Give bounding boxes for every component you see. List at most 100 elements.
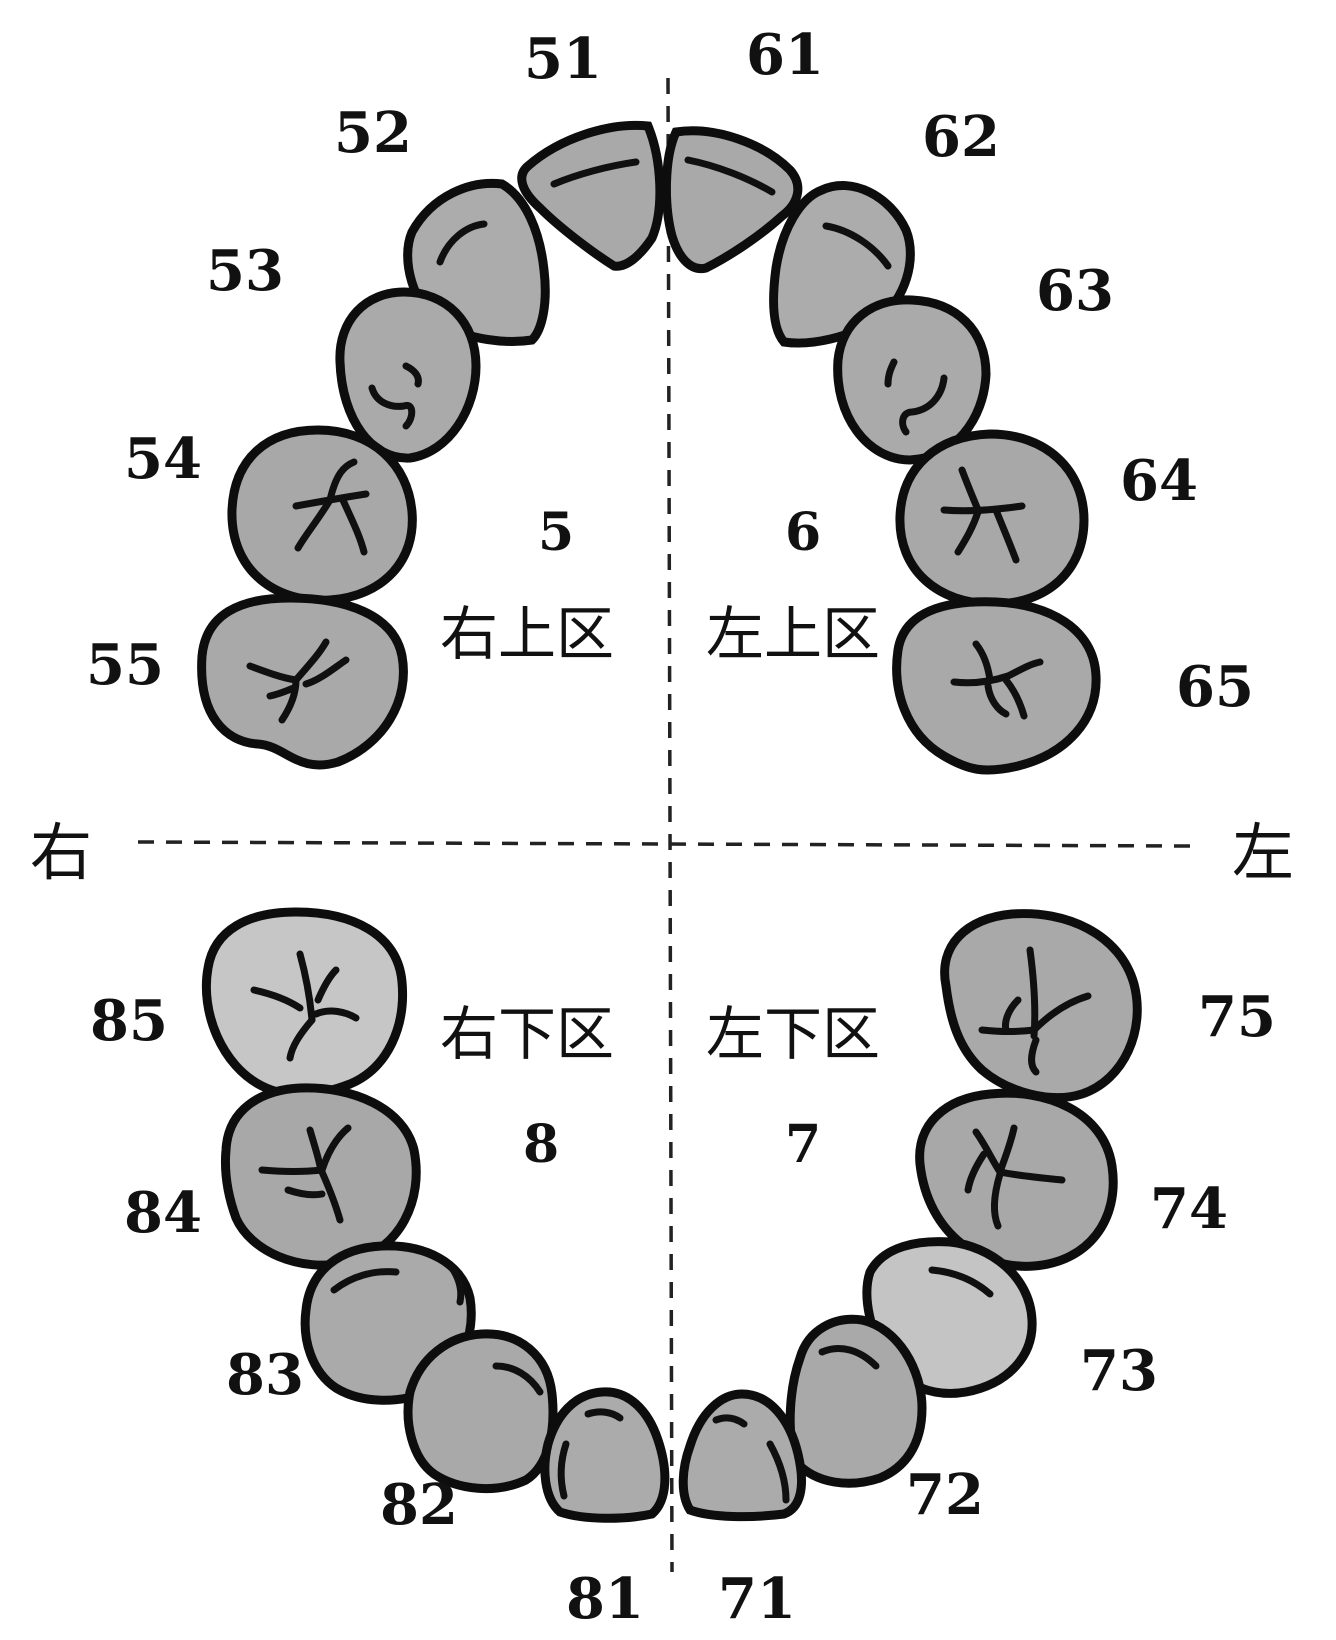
tooth-63-crown: [833, 295, 991, 465]
tooth-74-fissure-c: [996, 1168, 1066, 1184]
quadrant-label-upper-left: 左上区: [706, 600, 880, 668]
tooth-51: [517, 120, 665, 271]
tooth-63-cusp-tip: [884, 358, 898, 388]
tooth-number-71: 71: [718, 1566, 796, 1632]
tooth-55-fissure-b: [292, 638, 330, 684]
tooth-64-fissure-c: [954, 508, 982, 556]
tooth-72-crown: [785, 1314, 927, 1488]
tooth-number-52: 52: [334, 100, 412, 166]
tooth-64-fissure-b: [958, 466, 982, 514]
quadrant-label-upper-right: 右上区: [440, 600, 614, 668]
tooth-75-fissure-d: [1002, 996, 1022, 1034]
tooth-64-fissure-d: [992, 506, 1020, 564]
tooth-61-ridge: [684, 156, 776, 196]
tooth-75-fissure-e: [1028, 1036, 1040, 1076]
quadrant-number-lower-right: 8: [523, 1114, 559, 1175]
tooth-number-61: 61: [746, 22, 824, 88]
tooth-number-55: 55: [86, 632, 164, 698]
tooth-53-cusp-tip: [402, 362, 422, 388]
tooth-85-fissure-c: [286, 1016, 316, 1062]
horizontal-midline: [137, 840, 1191, 848]
tooth-73-ridge: [928, 1266, 994, 1298]
tooth-55-fissure-a: [246, 662, 300, 684]
tooth-71: [678, 1389, 806, 1522]
tooth-number-85: 85: [90, 988, 168, 1054]
quadrant-label-lower-right: 右下区: [440, 1000, 614, 1068]
tooth-84-fissure-c: [318, 1168, 344, 1224]
side-label-right: 右: [30, 816, 92, 889]
tooth-number-74: 74: [1150, 1176, 1228, 1242]
tooth-84-fissure-e: [284, 1186, 326, 1199]
tooth-63-cusp: [899, 374, 948, 436]
tooth-84-fissure-b: [318, 1124, 352, 1174]
tooth-55-crown: [197, 593, 408, 770]
tooth-82-ridge: [492, 1362, 544, 1396]
tooth-75: [940, 909, 1142, 1103]
tooth-85-crown: [201, 907, 408, 1100]
tooth-71-crown: [678, 1389, 806, 1522]
tooth-number-63: 63: [1036, 258, 1114, 324]
tooth-54-fissure-d: [338, 494, 368, 556]
tooth-61: [661, 126, 803, 274]
tooth-84: [221, 1083, 421, 1270]
tooth-65-fissure-a: [950, 672, 1012, 687]
tooth-number-65: 65: [1176, 654, 1254, 720]
tooth-52-ridge: [436, 220, 488, 266]
tooth-81: [540, 1387, 670, 1523]
tooth-53: [335, 287, 481, 463]
tooth-number-62: 62: [922, 104, 1000, 170]
tooth-82-crown: [403, 1329, 558, 1493]
tooth-54: [227, 425, 417, 605]
tooth-number-81: 81: [566, 1566, 644, 1632]
tooth-62-ridge: [822, 222, 892, 270]
tooth-65: [892, 597, 1101, 775]
tooth-71-ridge-a: [712, 1414, 748, 1428]
tooth-84-fissure-a: [258, 1166, 326, 1175]
tooth-85: [201, 907, 408, 1100]
tooth-54-fissure-c: [294, 496, 334, 552]
tooth-65-crown: [892, 597, 1101, 775]
tooth-number-54: 54: [124, 426, 202, 492]
tooth-64: [895, 429, 1089, 609]
tooth-number-64: 64: [1120, 448, 1198, 514]
tooth-85-fissure-e: [314, 966, 340, 1004]
tooth-number-84: 84: [124, 1180, 202, 1246]
tooth-64-crown: [895, 429, 1089, 609]
tooth-85-fissure-b: [250, 986, 304, 1012]
tooth-72: [785, 1314, 927, 1488]
tooth-51-ridge: [550, 158, 640, 188]
tooth-number-83: 83: [226, 1342, 304, 1408]
tooth-83-ridge: [330, 1268, 400, 1294]
tooth-71-ridge-b: [766, 1440, 790, 1504]
quadrant-number-upper-right: 5: [538, 502, 574, 563]
quadrant-number-upper-left: 6: [785, 502, 821, 563]
tooth-83-ridge-b: [448, 1264, 465, 1306]
tooth-number-51: 51: [524, 26, 602, 92]
tooth-55-fissure-d: [302, 656, 350, 688]
quadrant-label-lower-left: 左下区: [706, 1000, 880, 1068]
tooth-74-fissure-e: [964, 1150, 988, 1194]
tooth-81-crown: [540, 1387, 670, 1523]
side-label-left: 左: [1232, 816, 1294, 889]
tooth-55-fissure-e: [266, 684, 298, 700]
tooth-53-cusp: [368, 384, 416, 430]
tooth-55: [197, 593, 408, 770]
tooth-72-ridge: [818, 1345, 880, 1370]
tooth-85-fissure-d: [312, 1007, 360, 1022]
tooth-number-82: 82: [380, 1472, 458, 1538]
tooth-85-fissure-a: [296, 950, 316, 1024]
tooth-82: [403, 1329, 558, 1493]
tooth-number-73: 73: [1080, 1338, 1158, 1404]
quadrant-number-lower-left: 7: [785, 1114, 821, 1175]
tooth-number-53: 53: [206, 238, 284, 304]
tooth-64-fissure-a: [940, 502, 1026, 515]
tooth-54-fissure-b: [326, 458, 358, 504]
tooth-number-72: 72: [906, 1462, 984, 1528]
vertical-midline: [666, 77, 674, 1573]
tooth-81-ridge-b: [557, 1440, 570, 1500]
tooth-65-fissure-b: [972, 640, 994, 684]
tooth-65-fissure-d: [1004, 658, 1044, 680]
tooth-number-75: 75: [1198, 984, 1276, 1050]
